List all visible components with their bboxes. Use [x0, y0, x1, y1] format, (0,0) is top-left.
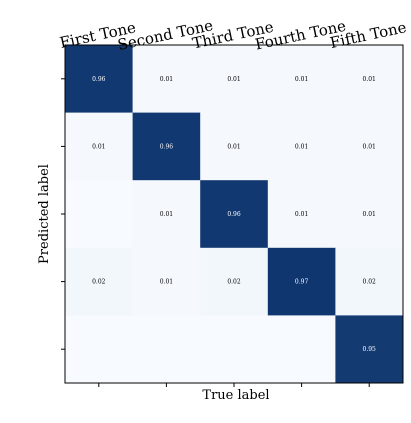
axis-ticks [61, 78, 370, 387]
cell-value-r3-c4: 0.02 [363, 279, 377, 286]
heatmap-cell-labels: 0.96 0.01 0.01 0.01 0.01 0.01 0.96 0.01 0.01 0.01… [92, 76, 376, 353]
heatmap-cell-r0-c4 [335, 45, 404, 114]
heatmap-cell-r0-c1 [132, 45, 201, 114]
heatmap-cell-r3-c2 [200, 247, 269, 316]
cell-value-r2-c3: 0.01 [295, 211, 308, 218]
y-axis-label: Predicted label [37, 164, 52, 264]
x-axis-label: True label [202, 388, 269, 403]
heatmap-cell-r2-c1 [132, 180, 201, 249]
heatmap-cells [65, 45, 404, 384]
heatmap-cell-r3-c3 [267, 247, 336, 316]
cell-value-r0-c2: 0.01 [227, 76, 240, 83]
heatmap-cell-r4-c0 [65, 315, 134, 384]
heatmap-cell-r1-c3 [267, 112, 336, 181]
heatmap-cell-r1-c0 [65, 112, 134, 181]
heatmap-cell-r4-c3 [267, 315, 336, 384]
heatmap-cell-r3-c4 [335, 247, 404, 316]
heatmap-cell-r2-c3 [267, 180, 336, 249]
cell-value-r3-c2: 0.02 [227, 279, 241, 286]
heatmap-cell-r0-c2 [200, 45, 269, 114]
heatmap-cell-r4-c4 [335, 315, 404, 384]
heatmap-cell-r2-c4 [335, 180, 404, 249]
cell-value-r2-c1: 0.01 [160, 211, 173, 218]
cell-value-r0-c0: 0.96 [92, 76, 106, 83]
cell-value-r3-c3: 0.97 [295, 279, 309, 286]
cell-value-r1-c3: 0.01 [295, 143, 308, 150]
cell-value-r1-c1: 0.96 [160, 143, 174, 150]
heatmap-cell-r4-c2 [200, 315, 269, 384]
heatmap-cell-r1-c1 [132, 112, 201, 181]
cell-value-r1-c2: 0.01 [227, 143, 240, 150]
cell-value-r2-c2: 0.96 [227, 211, 241, 218]
cell-value-r3-c0: 0.02 [92, 279, 106, 286]
heatmap-cell-r4-c1 [132, 315, 201, 384]
cell-value-r0-c1: 0.01 [160, 76, 173, 83]
heatmap-cell-r3-c1 [132, 247, 201, 316]
heatmap-cell-r3-c0 [65, 247, 134, 316]
heatmap-cell-r2-c2 [200, 180, 269, 249]
cell-value-r3-c1: 0.01 [160, 279, 173, 286]
heatmap-cell-r2-c0 [65, 180, 134, 249]
cell-value-r1-c4: 0.01 [363, 143, 376, 150]
cell-value-r1-c0: 0.01 [92, 143, 105, 150]
heatmap-cell-r0-c0 [65, 45, 134, 114]
cell-value-r4-c4: 0.95 [363, 346, 377, 353]
cell-value-r0-c3: 0.01 [295, 76, 308, 83]
heatmap-cell-r0-c3 [267, 45, 336, 114]
heatmap-cell-r1-c4 [335, 112, 404, 181]
cell-value-r0-c4: 0.01 [363, 76, 376, 83]
heatmap-cell-r1-c2 [200, 112, 269, 181]
cell-value-r2-c4: 0.01 [363, 211, 376, 218]
